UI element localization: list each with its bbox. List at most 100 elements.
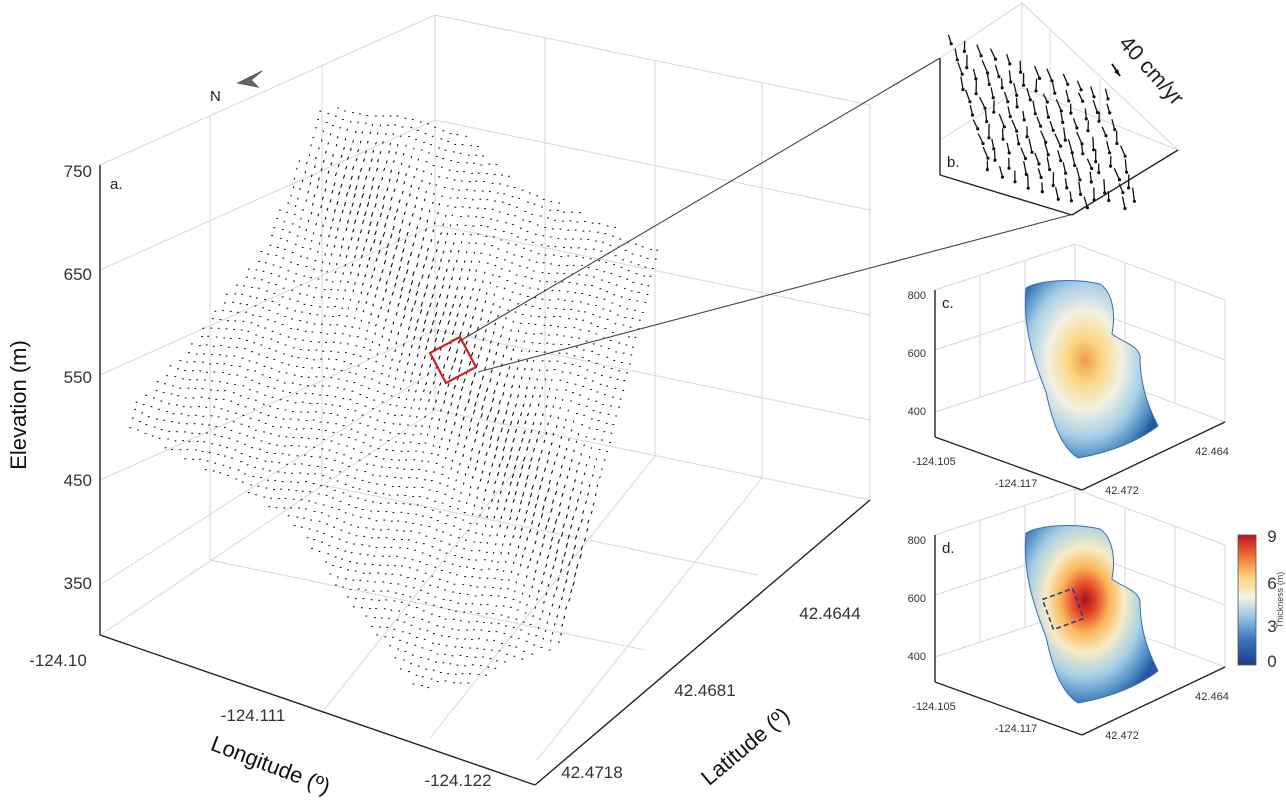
velocity-arrowhead xyxy=(1044,140,1048,144)
velocity-arrowhead xyxy=(1097,171,1101,175)
longitude-tick-label: -124.105 xyxy=(912,456,955,468)
velocity-arrow xyxy=(964,89,971,102)
velocity-arrowhead xyxy=(1078,178,1082,182)
velocity-arrowhead xyxy=(1073,163,1077,168)
velocity-arrowhead xyxy=(1075,126,1079,130)
panel-a-grid xyxy=(99,14,871,761)
velocity-arrowhead xyxy=(991,96,995,100)
velocity-arrowhead xyxy=(1002,125,1006,129)
velocity-arrow xyxy=(1016,133,1020,145)
elevation-ticks: 750 650 550 450 350 xyxy=(64,162,92,593)
velocity-arrow xyxy=(954,48,958,60)
velocity-arrowhead xyxy=(962,49,967,54)
velocity-arrow xyxy=(1118,183,1124,193)
velocity-arrowhead xyxy=(1007,151,1011,155)
velocity-arrow xyxy=(1065,89,1070,102)
elevation-tick-label: 600 xyxy=(908,593,926,605)
velocity-arrowhead xyxy=(1117,178,1122,182)
velocity-arrow xyxy=(1086,158,1093,169)
velocity-arrow xyxy=(989,48,997,60)
velocity-arrowhead xyxy=(955,58,959,62)
velocity-arrow xyxy=(969,105,974,116)
velocity-arrowhead xyxy=(1033,112,1037,116)
velocity-arrow xyxy=(1084,108,1087,119)
velocity-arrow xyxy=(1011,119,1018,132)
latitude-tick-label: 42.472 xyxy=(1105,730,1139,742)
velocity-arrow xyxy=(1028,138,1033,153)
velocity-arrow xyxy=(1032,100,1036,114)
velocity-arrowhead xyxy=(1115,141,1119,146)
velocity-arrowhead xyxy=(1059,144,1063,148)
velocity-arrow xyxy=(1106,140,1111,153)
velocity-arrowhead xyxy=(992,147,996,151)
velocity-arrowhead xyxy=(1039,175,1043,180)
velocity-arrowhead xyxy=(1095,110,1099,115)
velocity-arrowhead xyxy=(1059,159,1063,163)
latitude-tick-label: 42.464 xyxy=(1195,446,1229,458)
latitude-tick-label: 42.4681 xyxy=(674,681,735,700)
velocity-arrowhead xyxy=(1030,150,1034,154)
velocity-scale-label: 40 cm/yr xyxy=(1114,31,1189,110)
velocity-arrowhead xyxy=(1085,206,1089,210)
velocity-arrowhead xyxy=(960,72,964,76)
velocity-arrowhead xyxy=(1050,79,1054,83)
colorbar-label: Thickness (m) xyxy=(1275,572,1285,629)
velocity-arrow xyxy=(1051,82,1056,94)
velocity-arrowhead xyxy=(1034,89,1038,93)
panel-a-letter: a. xyxy=(110,176,123,193)
velocity-arrowhead xyxy=(1061,120,1065,124)
velocity-arrowhead xyxy=(1009,80,1013,84)
velocity-arrowhead xyxy=(1121,191,1125,195)
point-cloud xyxy=(129,107,659,689)
velocity-arrow xyxy=(977,133,984,144)
velocity-arrow xyxy=(1036,116,1042,127)
velocity-arrowhead xyxy=(1028,98,1032,102)
elevation-tick-label: 450 xyxy=(64,471,92,490)
elevation-tick-label: 550 xyxy=(64,368,92,387)
latitude-tick-label: 42.464 xyxy=(1195,691,1229,703)
elevation-tick-label: 350 xyxy=(64,574,92,593)
velocity-arrowhead xyxy=(1132,199,1136,203)
velocity-arrow xyxy=(972,68,977,80)
velocity-arrowhead xyxy=(1103,191,1107,195)
velocity-arrowhead xyxy=(992,110,996,114)
velocity-arrow xyxy=(1075,167,1081,181)
velocity-arrow xyxy=(990,87,994,98)
velocity-arrowhead xyxy=(997,75,1001,79)
colorbar-gradient xyxy=(1237,534,1257,666)
velocity-arrowhead xyxy=(1017,142,1021,146)
latitude-tick-label: 42.4718 xyxy=(561,763,622,782)
zoom-connectors xyxy=(457,57,1071,373)
velocity-arrow xyxy=(1044,143,1049,155)
velocity-arrow xyxy=(981,60,989,74)
velocity-arrowhead xyxy=(986,156,990,160)
velocity-arrow xyxy=(1045,105,1050,118)
velocity-arrow xyxy=(1006,54,1011,65)
latitude-tick-label: 42.472 xyxy=(1105,485,1139,497)
velocity-arrowhead xyxy=(1107,198,1111,203)
velocity-arrow xyxy=(994,64,1000,77)
velocity-arrow xyxy=(1120,145,1126,157)
velocity-arrowhead xyxy=(1065,186,1069,190)
velocity-arrowhead xyxy=(1084,117,1088,121)
velocity-arrow xyxy=(1027,174,1029,189)
velocity-arrow xyxy=(1049,120,1054,131)
panel-a-frame xyxy=(99,165,871,786)
panel-c: c. 800 600 400 -124.105 -124.117 42.464 … xyxy=(908,243,1229,497)
colorbar-tick-label: 3 xyxy=(1267,617,1276,636)
elevation-tick-label: 400 xyxy=(908,651,926,663)
velocity-arrowhead xyxy=(1092,95,1096,99)
velocity-arrowhead xyxy=(1038,76,1042,80)
colorbar-tick-label: 9 xyxy=(1267,527,1276,546)
velocity-arrow xyxy=(1026,88,1031,101)
longitude-tick-label: -124.111 xyxy=(221,706,286,725)
velocity-arrow xyxy=(1062,162,1067,174)
velocity-arrowhead xyxy=(1018,70,1023,74)
velocity-arrow xyxy=(1121,196,1126,209)
velocity-arrow xyxy=(1057,150,1062,161)
velocity-arrow xyxy=(1034,152,1040,165)
velocity-arrow xyxy=(984,110,988,122)
velocity-arrowhead xyxy=(987,82,991,87)
velocity-arrow xyxy=(979,96,986,109)
